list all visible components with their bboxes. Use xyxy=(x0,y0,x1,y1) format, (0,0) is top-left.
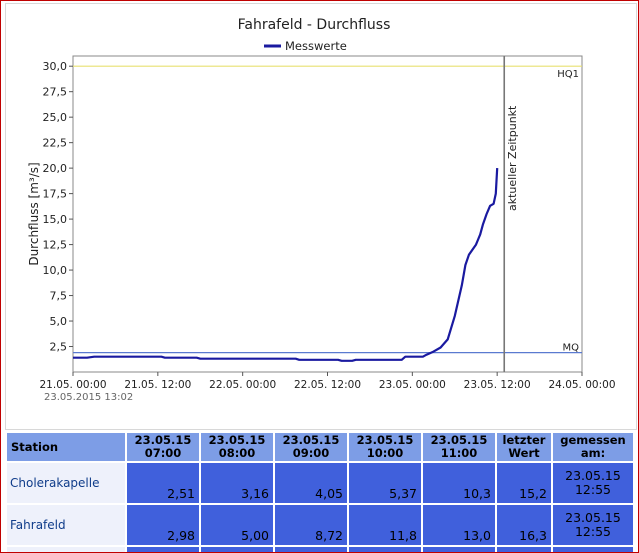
header-last-value: letzter Wert xyxy=(497,433,551,461)
y-tick-label: 30,0 xyxy=(43,60,68,73)
x-tick-label: 23.05. 00:00 xyxy=(379,379,446,391)
x-tick-label: 21.05. 12:00 xyxy=(124,379,191,391)
y-tick-label: 25,0 xyxy=(43,111,68,124)
measurement-table: Station 23.05.15 07:00 23.05.15 08:00 23… xyxy=(5,431,635,552)
value-cell: 5,37 xyxy=(349,463,421,503)
value-cell: 13,0 xyxy=(423,505,495,545)
value-cell: 2,51 xyxy=(127,463,199,503)
header-time-1000: 23.05.15 10:00 xyxy=(349,433,421,461)
value-cell xyxy=(275,547,347,552)
value-cell xyxy=(201,547,273,552)
header-time-0800: 23.05.15 08:00 xyxy=(201,433,273,461)
table-row: Cholerakapelle 2,51 3,16 4,05 5,37 10,3 … xyxy=(7,463,633,503)
station-link[interactable]: Cholerakapelle xyxy=(7,463,125,503)
station-link[interactable]: Fahrafeld xyxy=(7,505,125,545)
value-cell xyxy=(127,547,199,552)
value-cell xyxy=(349,547,421,552)
y-tick-label: 27,5 xyxy=(43,86,68,99)
y-axis-label: Durchfluss [m³/s] xyxy=(27,162,41,265)
x-tick-label: 24.05. 00:00 xyxy=(549,379,616,391)
value-cell: 11,8 xyxy=(349,505,421,545)
discharge-chart: Fahrafeld - Durchfluss Messwerte 30,0 27,5 2… xyxy=(27,17,616,403)
chart-title: Fahrafeld - Durchfluss xyxy=(238,17,391,33)
y-tick-label: 7,5 xyxy=(50,290,68,303)
x-tick-label: 22.05. 00:00 xyxy=(209,379,276,391)
measured-time-cell: 23.05.15 12:55 xyxy=(553,463,633,503)
series-line xyxy=(73,168,499,362)
y-tick-label: 12,5 xyxy=(43,239,68,252)
header-time-0700: 23.05.15 07:00 xyxy=(127,433,199,461)
x-tick-label: 23.05. 12:00 xyxy=(464,379,531,391)
station-cell-empty xyxy=(7,547,125,552)
last-value-cell: 15,2 xyxy=(497,463,551,503)
y-tick-label: 22,5 xyxy=(43,137,68,150)
header-time-1100: 23.05.15 11:00 xyxy=(423,433,495,461)
table-header-row: Station 23.05.15 07:00 23.05.15 08:00 23… xyxy=(7,433,633,461)
value-cell: 3,16 xyxy=(201,463,273,503)
reference-label: HQ1 xyxy=(557,69,579,80)
last-value-cell: 16,3 xyxy=(497,505,551,545)
measurement-table-container: Station 23.05.15 07:00 23.05.15 08:00 23… xyxy=(5,431,637,552)
chart-timestamp: 23.05.2015 13:02 xyxy=(44,392,133,403)
value-cell xyxy=(423,547,495,552)
value-cell: 2,98 xyxy=(127,505,199,545)
y-tick-label: 2,5 xyxy=(50,341,68,354)
y-tick-label: 10,0 xyxy=(43,264,68,277)
value-cell xyxy=(497,547,551,552)
value-cell: 5,00 xyxy=(201,505,273,545)
header-station: Station xyxy=(7,433,125,461)
x-tick-label: 21.05. 00:00 xyxy=(40,379,107,391)
legend-label: Messwerte xyxy=(285,39,347,53)
x-tick-label: 22.05. 12:00 xyxy=(294,379,361,391)
value-cell: 10,3 xyxy=(423,463,495,503)
plot-area xyxy=(72,55,583,373)
value-cell: 8,72 xyxy=(275,505,347,545)
y-tick-label: 17,5 xyxy=(43,188,68,201)
measured-time-cell: 23.05.15 12:55 xyxy=(553,505,633,545)
value-cell: 4,05 xyxy=(275,463,347,503)
y-tick-label: 15,0 xyxy=(43,213,68,226)
table-row: Fahrafeld 2,98 5,00 8,72 11,8 13,0 16,3 … xyxy=(7,505,633,545)
measured-time-cell xyxy=(553,547,633,552)
current-time-label: aktueller Zeitpunkt xyxy=(506,105,519,211)
table-row-partial xyxy=(7,547,633,552)
reference-label: MQ xyxy=(563,343,580,354)
chart-panel: Fahrafeld - Durchfluss Messwerte 30,0 27,5 2… xyxy=(5,3,637,430)
y-tick-label: 5,0 xyxy=(50,315,68,328)
header-measured-at: gemessen am: xyxy=(553,433,633,461)
y-tick-label: 20,0 xyxy=(43,162,68,175)
header-time-0900: 23.05.15 09:00 xyxy=(275,433,347,461)
